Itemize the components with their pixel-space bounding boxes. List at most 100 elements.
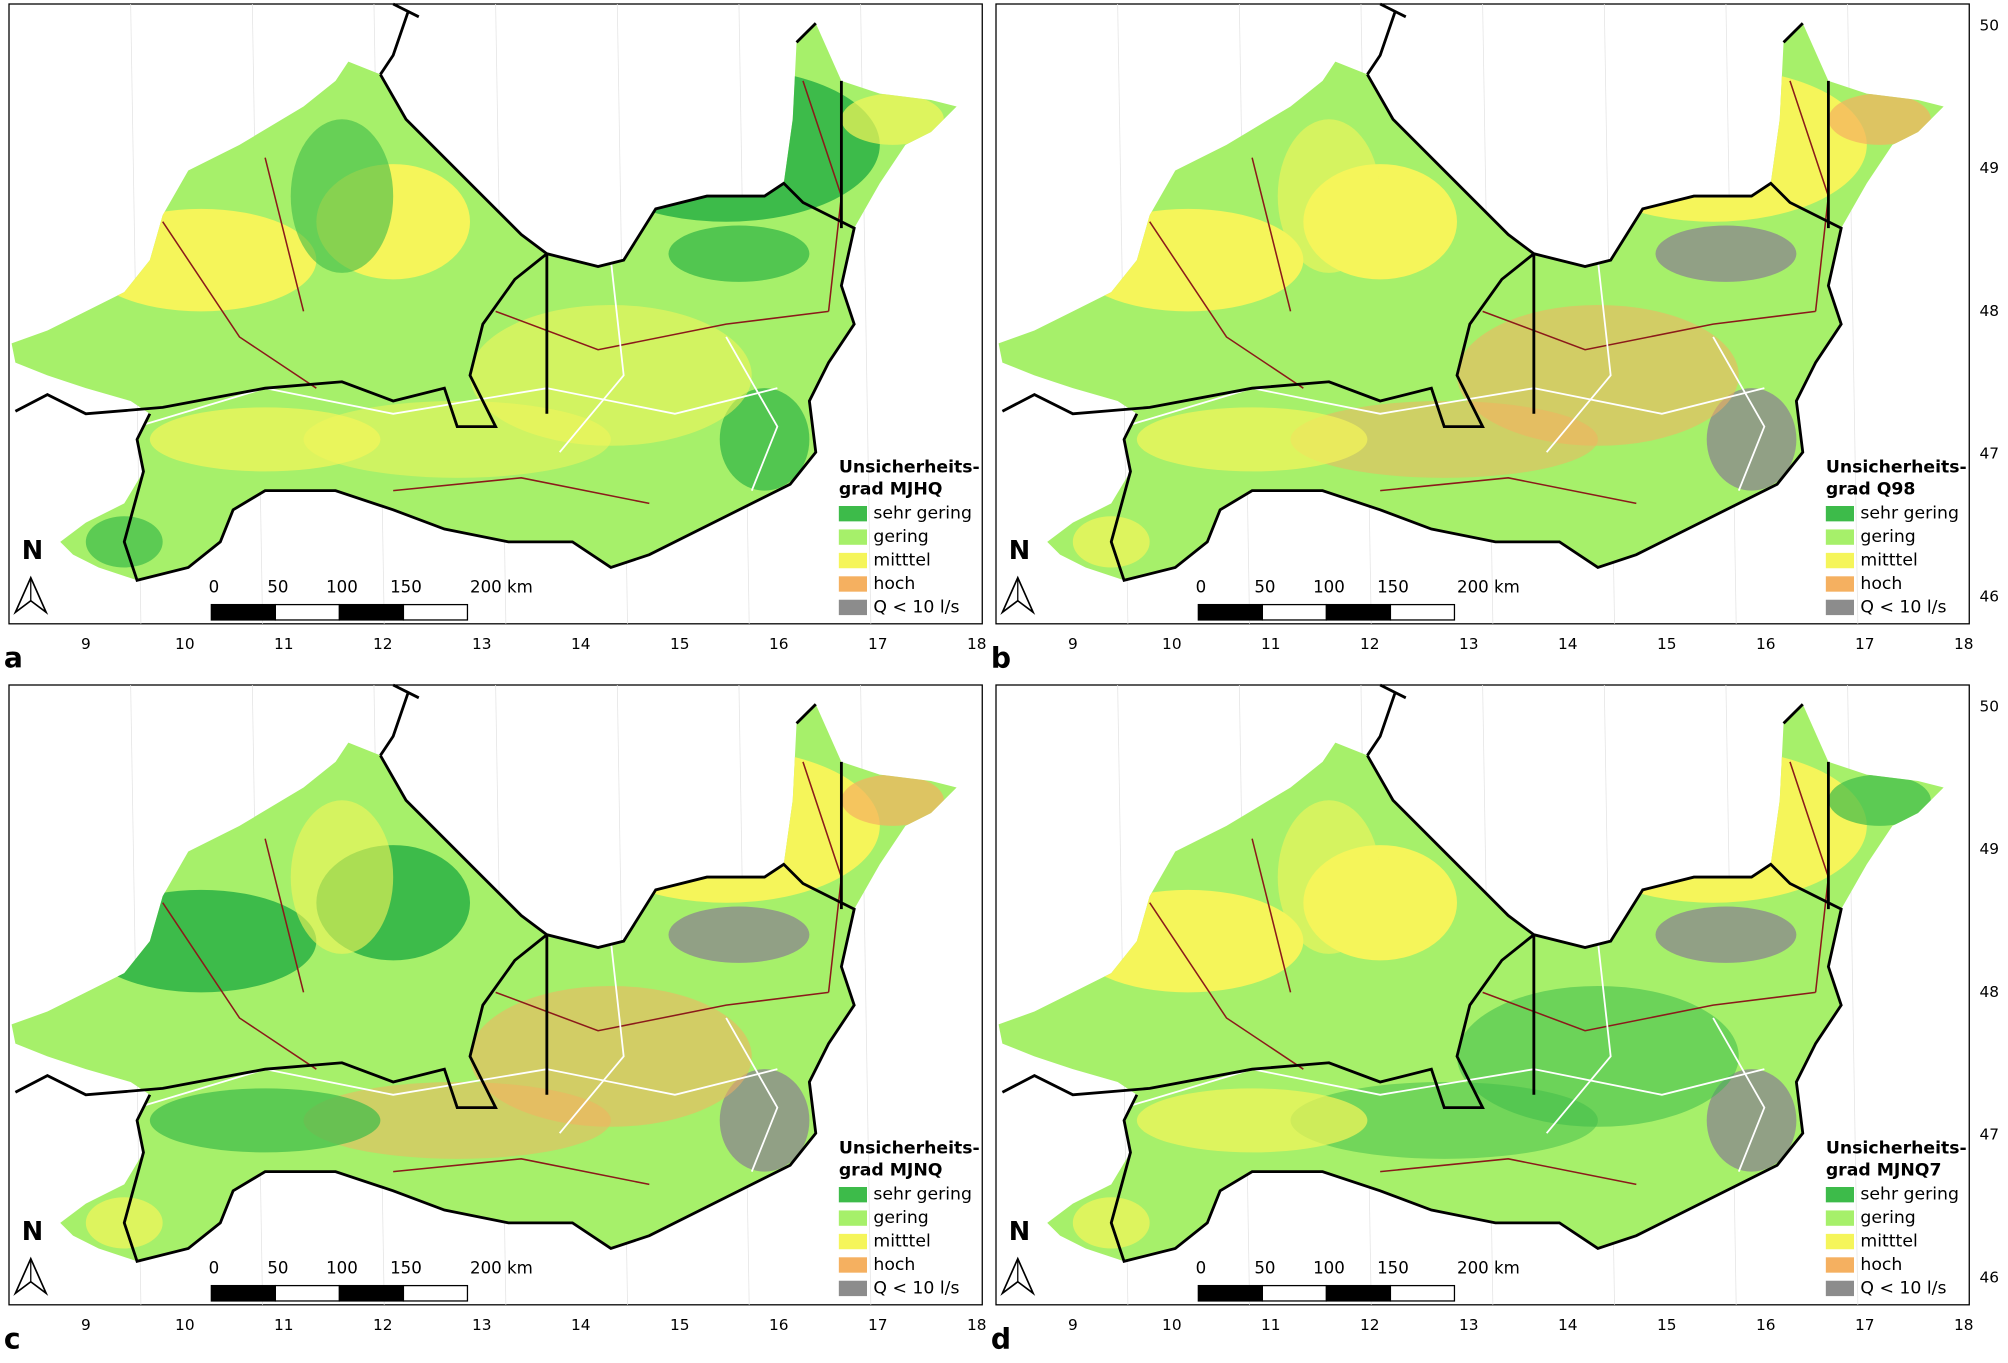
scale-label: 200 km	[470, 1258, 533, 1277]
lon-tick-label: 12	[373, 635, 393, 653]
north-label: N	[1009, 1217, 1030, 1247]
scale-label: 100	[326, 577, 358, 596]
legend-label: Q < 10 l/s	[873, 597, 959, 617]
scale-label: 150	[1377, 1258, 1409, 1277]
legend-swatch	[838, 599, 868, 616]
scale-label: 50	[267, 1258, 288, 1277]
legend-title: Unsicherheits-	[839, 458, 980, 478]
lon-tick-label: 11	[1261, 1316, 1281, 1334]
lon-tick-label: 13	[472, 635, 492, 653]
scale-bar-segment	[402, 1284, 469, 1302]
scale-bar-segment	[1325, 603, 1392, 621]
lon-tick-label: 12	[373, 1316, 393, 1334]
legend-swatch	[1825, 1257, 1855, 1273]
legend-label: mitttel	[873, 551, 930, 571]
map-panel: 9 10 11 12 13 14 15 16 17 18 a Unsicherheits-grad M…	[4, 4, 987, 675]
lat-tick-label: 48	[1980, 983, 2000, 1001]
legend-label: gering	[1860, 1208, 1915, 1228]
scale-label: 150	[390, 577, 422, 596]
scale-bar-segment	[1197, 603, 1264, 621]
lon-tick-label: 12	[1360, 635, 1380, 653]
lon-tick-label: 9	[1068, 1316, 1078, 1334]
lon-tick-label: 10	[1162, 1316, 1182, 1334]
map-panel: 9 10 11 12 13 14 15 16 17 18 46 47 48 49 50 b Unsicherhe…	[991, 4, 1999, 675]
lat-tick-label: 48	[1980, 302, 2000, 320]
legend-label: sehr gering	[1860, 504, 1959, 524]
lon-tick-label: 18	[967, 635, 987, 653]
scale-bar-segment	[338, 1284, 405, 1302]
scale-label: 0	[209, 577, 220, 596]
lon-tick-label: 15	[1657, 635, 1677, 653]
scale-bar-segment	[1261, 1284, 1328, 1302]
scale-label: 50	[1254, 577, 1275, 596]
lon-tick-label: 17	[1855, 1316, 1875, 1334]
scale-bar-segment	[1389, 603, 1456, 621]
scale-bar-segment	[1197, 1284, 1264, 1302]
legend-label: gering	[1860, 527, 1915, 547]
legend-title: grad Q98	[1826, 479, 1916, 499]
scale-bar-segment	[274, 603, 341, 621]
scale-bar-segment	[274, 1284, 341, 1302]
legend-swatch	[838, 1280, 868, 1297]
lat-tick-label: 46	[1980, 587, 2000, 605]
legend-label: Q < 10 l/s	[873, 1278, 959, 1298]
lon-tick-label: 16	[1756, 635, 1776, 653]
legend-title: Unsicherheits-	[839, 1139, 980, 1159]
legend-label: hoch	[873, 1255, 915, 1275]
scale-label: 0	[1196, 577, 1207, 596]
scale-label: 100	[1313, 1258, 1345, 1277]
scale-label: 0	[209, 1258, 220, 1277]
scale-label: 200 km	[1457, 577, 1520, 596]
scale-bar-segment	[1261, 603, 1328, 621]
legend-swatch	[838, 1210, 868, 1226]
lon-tick-label: 11	[274, 635, 294, 653]
lon-tick-label: 17	[1855, 635, 1875, 653]
legend-title: Unsicherheits-	[1826, 1139, 1967, 1159]
legend-swatch	[1825, 1233, 1855, 1250]
legend-swatch	[1825, 552, 1855, 569]
scale-bar-segment	[210, 1284, 277, 1302]
lon-tick-label: 14	[571, 1316, 591, 1334]
scale-label: 200 km	[1457, 1258, 1520, 1277]
lon-tick-label: 9	[81, 635, 91, 653]
lon-tick-label: 10	[175, 1316, 195, 1334]
legend-label: sehr gering	[1860, 1185, 1959, 1205]
lon-tick-label: 18	[1954, 635, 1974, 653]
scale-label: 0	[1196, 1258, 1207, 1277]
scale-label: 150	[390, 1258, 422, 1277]
legend-swatch	[838, 1186, 868, 1203]
lon-tick-label: 16	[769, 635, 789, 653]
scale-label: 200 km	[470, 577, 533, 596]
lat-tick-label: 47	[1980, 1126, 2000, 1144]
scale-label: 50	[267, 577, 288, 596]
lon-tick-label: 13	[1459, 1316, 1479, 1334]
legend-label: mitttel	[1860, 1232, 1917, 1252]
legend-label: hoch	[873, 574, 915, 594]
lon-tick-label: 16	[769, 1316, 789, 1334]
lon-tick-label: 16	[1756, 1316, 1776, 1334]
legend-label: sehr gering	[873, 504, 972, 524]
panel-letter: d	[991, 1323, 1011, 1356]
lon-tick-label: 15	[1657, 1316, 1677, 1334]
legend-label: mitttel	[873, 1232, 930, 1252]
legend-title: grad MJNQ	[839, 1160, 943, 1180]
scale-label: 100	[326, 1258, 358, 1277]
legend-swatch	[838, 505, 868, 522]
legend-swatch	[1825, 576, 1855, 592]
legend-swatch	[1825, 1210, 1855, 1226]
legend-label: sehr gering	[873, 1185, 972, 1205]
lon-tick-label: 13	[1459, 635, 1479, 653]
lon-tick-label: 11	[274, 1316, 294, 1334]
scale-label: 100	[1313, 577, 1345, 596]
lon-tick-label: 17	[868, 1316, 888, 1334]
scale-label: 50	[1254, 1258, 1275, 1277]
lon-tick-label: 10	[1162, 635, 1182, 653]
lon-tick-label: 10	[175, 635, 195, 653]
lat-tick-label: 50	[1980, 697, 2000, 715]
legend-swatch	[1825, 505, 1855, 522]
lon-tick-label: 14	[571, 635, 591, 653]
legend-swatch	[1825, 1186, 1855, 1203]
lon-tick-label: 14	[1558, 1316, 1578, 1334]
legend-title: Unsicherheits-	[1826, 458, 1967, 478]
